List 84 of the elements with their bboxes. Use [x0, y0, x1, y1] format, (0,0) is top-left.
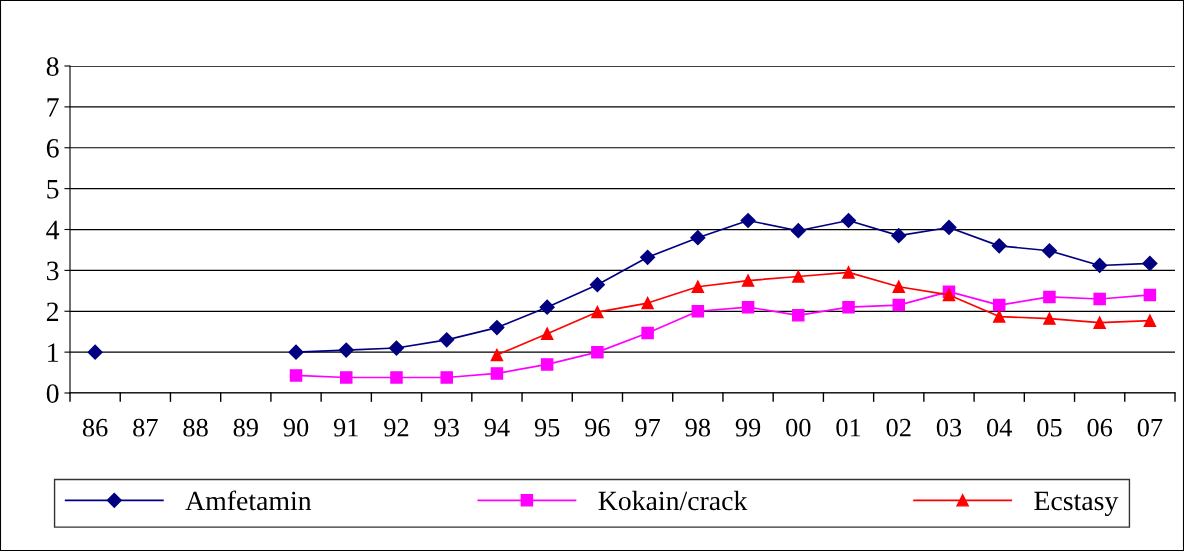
point: [289, 369, 303, 382]
point: [991, 238, 1007, 254]
point: [790, 223, 806, 239]
point: [891, 228, 907, 244]
point: [390, 371, 403, 384]
point: [691, 280, 705, 293]
x-tick-label: 96: [585, 418, 610, 437]
point: [641, 326, 654, 340]
y-tick-label: 3: [47, 261, 59, 281]
point: [892, 280, 906, 293]
y-tick-label: 2: [46, 302, 59, 321]
point: [439, 332, 455, 348]
point: [589, 277, 605, 293]
y-tick-label: 5: [47, 180, 59, 199]
legend-label: Amfetamin: [185, 490, 312, 511]
point: [1143, 314, 1157, 327]
x-tick-label: 04: [987, 418, 1012, 437]
point: [842, 266, 855, 279]
x-tick-label: 91: [333, 418, 358, 437]
point: [490, 348, 504, 362]
point: [489, 320, 505, 336]
point: [842, 300, 855, 314]
point: [1142, 255, 1158, 271]
x-tick-label: 88: [183, 418, 208, 437]
point: [539, 299, 555, 315]
y-tick-label: 1: [48, 343, 58, 362]
y-tick-label: 4: [46, 220, 60, 240]
point: [792, 270, 805, 283]
legend-label: Kokain/crack: [598, 490, 748, 511]
x-tick-label: 00: [786, 418, 811, 437]
point: [1143, 288, 1157, 302]
y-tick-label: 8: [46, 57, 59, 76]
x-tick-label: 95: [534, 418, 560, 437]
x-tick-label: 06: [1087, 418, 1113, 437]
point: [892, 298, 906, 312]
point: [741, 274, 755, 287]
x-tick-label: 92: [384, 418, 409, 437]
point: [840, 212, 857, 229]
point: [1043, 312, 1056, 325]
point: [1041, 243, 1058, 259]
point: [1043, 290, 1056, 304]
point: [339, 371, 353, 384]
x-tick-label: 90: [283, 418, 309, 437]
point: [440, 371, 453, 384]
x-tick-label: 99: [735, 418, 761, 437]
point: [87, 344, 103, 360]
x-tick-label: 02: [886, 418, 911, 437]
point: [941, 219, 957, 236]
point: [691, 304, 705, 318]
point: [992, 310, 1006, 323]
x-tick-label: 97: [635, 418, 661, 437]
x-tick-label: 89: [233, 418, 258, 437]
point: [792, 309, 805, 322]
point: [741, 300, 755, 314]
point: [490, 367, 504, 380]
point: [1093, 292, 1106, 306]
point: [992, 298, 1006, 312]
point: [540, 327, 554, 340]
x-tick-label: 86: [82, 418, 108, 437]
x-tick-label: 07: [1137, 418, 1163, 437]
legend-label: Ecstasy: [1034, 491, 1119, 517]
x-tick-label: 93: [434, 418, 459, 437]
point: [641, 296, 654, 310]
point: [1092, 257, 1108, 274]
point: [740, 212, 756, 229]
point: [388, 340, 405, 356]
x-tick-label: 94: [484, 418, 510, 437]
point: [690, 230, 706, 246]
y-tick-label: 7: [47, 98, 59, 117]
point: [591, 345, 604, 359]
point: [288, 344, 304, 360]
x-tick-label: 98: [685, 418, 711, 437]
point: [540, 358, 554, 371]
x-tick-label: 03: [936, 418, 962, 437]
point: [942, 288, 956, 302]
y-tick-label: 0: [46, 384, 59, 403]
point: [338, 342, 354, 358]
y-tick-label: 6: [46, 138, 59, 158]
x-tick-label: 05: [1037, 418, 1062, 437]
point: [640, 249, 656, 265]
x-tick-label: 87: [133, 418, 158, 437]
x-tick-label: 01: [836, 418, 861, 437]
point: [591, 305, 604, 319]
point: [1093, 316, 1106, 329]
